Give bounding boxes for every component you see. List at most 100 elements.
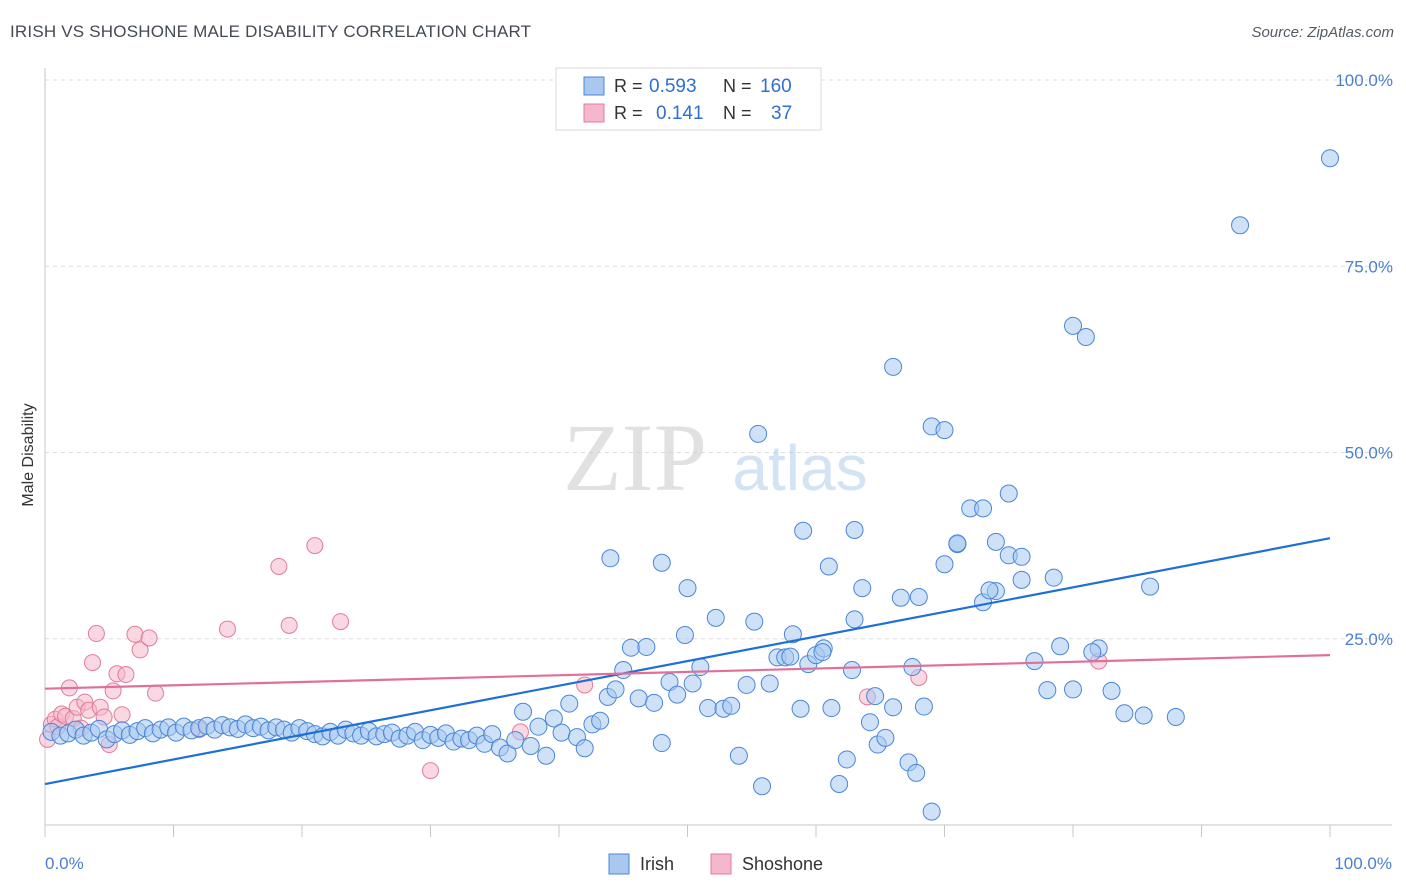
irish-r-label: R = [614,76,643,96]
irish-point [668,685,687,704]
bottom-legend: Irish Shoshone [608,853,823,875]
irish-point [749,424,768,443]
irish-point [783,625,802,644]
irish-point [1231,216,1250,235]
shoshone-n-value: 37 [771,103,792,124]
irish-point [1025,652,1044,671]
irish-point [591,711,610,730]
irish-point [1044,568,1063,587]
irish-point [552,723,571,742]
irish-point [1083,643,1102,662]
legend-shoshone-label: Shoshone [742,854,823,874]
shoshone-n-label: N = [723,103,752,123]
irish-point [935,421,954,440]
irish-point [506,731,525,750]
shoshone-point [104,682,122,700]
irish-point [737,675,756,694]
x-tick-label-max: 100.0% [1334,854,1392,873]
y-tick-label: 25.0% [1345,630,1393,649]
irish-point [521,737,540,756]
shoshone-point [270,557,288,575]
y-axis-label: Male Disability [20,403,37,506]
irish-point [652,553,671,572]
irish-n-label: N = [723,76,752,96]
irish-point [1166,707,1185,726]
irish-point [637,637,656,656]
irish-trendline [44,537,1331,786]
irish-point [1134,706,1153,725]
gridlines [45,79,1392,640]
irish-point [1076,328,1095,347]
irish-points [42,149,1339,821]
irish-point [853,579,872,598]
irish-point [575,739,594,758]
x-ticks [44,825,1331,837]
irish-swatch [583,76,605,96]
stats-legend: R = 0.593 N = 160 R = 0.141 N = 37 [555,67,822,131]
watermark-zip: ZIP [563,404,707,511]
irish-point [891,588,910,607]
shoshone-point [280,616,298,634]
shoshone-point [131,641,149,659]
irish-point [629,689,648,708]
shoshone-r-label: R = [614,103,643,123]
irish-point [1012,547,1031,566]
irish-point [914,697,933,716]
x-tick-label-min: 0.0% [45,854,84,873]
irish-point [544,709,563,728]
irish-r-value: 0.593 [649,76,697,97]
y-tick-label: 75.0% [1345,257,1393,276]
irish-point [884,357,903,376]
irish-point [980,581,999,600]
irish-point [1012,570,1031,589]
shoshone-point [147,684,165,702]
irish-point [722,696,741,715]
irish-point [842,661,861,680]
irish-point [791,699,810,718]
irish-point [1064,680,1082,699]
irish-point [745,612,764,631]
shoshone-point [126,625,144,643]
irish-point [837,750,856,769]
legend-irish-swatch [608,853,630,875]
irish-point [706,608,725,627]
shoshone-point [117,666,135,684]
shoshone-point [140,629,158,647]
shoshone-point [422,762,439,780]
irish-point [678,579,697,598]
shoshone-point [218,620,236,638]
y-tick-label: 100.0% [1335,71,1393,90]
irish-point [652,734,671,753]
irish-point [601,549,620,568]
irish-point [819,557,838,576]
irish-point [866,687,885,706]
irish-point [935,555,954,574]
source-label: Source: ZipAtlas.com [1251,24,1394,41]
irish-point [1115,704,1134,723]
irish-point [729,746,748,765]
legend-irish-label: Irish [640,854,674,874]
irish-point [675,626,694,645]
irish-point [753,777,772,796]
irish-point [830,775,849,794]
irish-point [760,674,779,693]
chart-title: IRISH VS SHOSHONE MALE DISABILITY CORREL… [10,22,532,41]
shoshone-point [84,654,102,672]
irish-point [845,610,864,629]
irish-point [691,658,710,677]
irish-point [1038,681,1057,700]
irish-point [498,744,517,763]
irish-n-value: 160 [760,76,792,97]
irish-point [907,763,926,782]
shoshone-trendline [44,654,1331,690]
shoshone-swatch [583,103,605,123]
irish-point [860,713,879,732]
irish-point [699,699,718,718]
y-tick-labels: 25.0% 50.0% 75.0% 100.0% [1335,71,1393,649]
shoshone-r-value: 0.141 [656,103,704,124]
irish-point [794,521,813,540]
y-tick-label: 50.0% [1345,444,1393,463]
watermark-atlas: atlas [732,432,867,504]
irish-point [1141,577,1160,596]
shoshone-point [332,613,350,631]
